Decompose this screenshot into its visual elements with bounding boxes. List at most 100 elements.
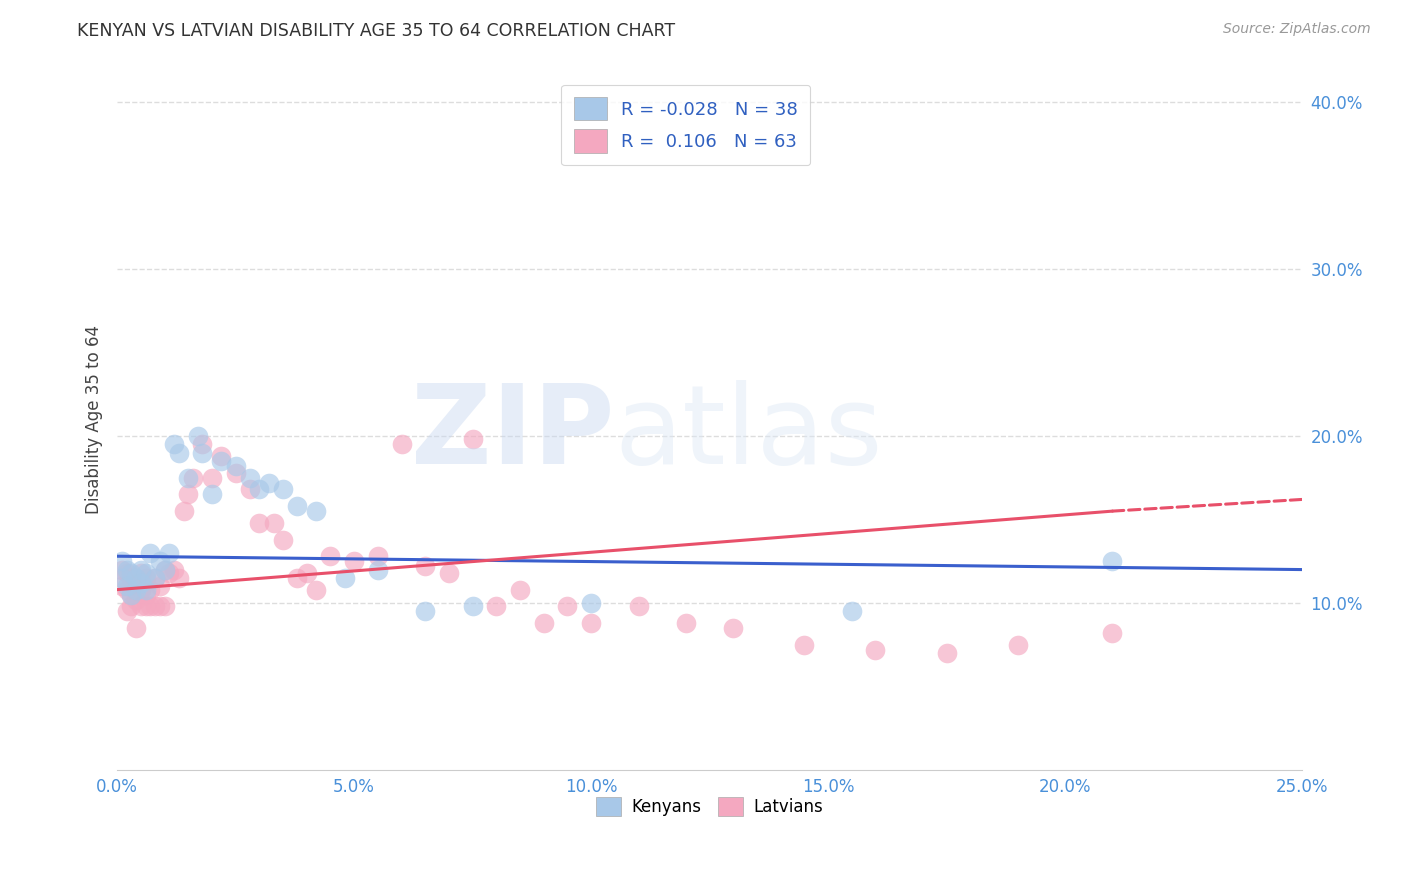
Point	[437, 566, 460, 580]
Text: Source: ZipAtlas.com: Source: ZipAtlas.com	[1223, 22, 1371, 37]
Point	[263, 516, 285, 530]
Point	[367, 563, 389, 577]
Point	[153, 563, 176, 577]
Point	[139, 582, 162, 597]
Point	[139, 546, 162, 560]
Point	[120, 588, 142, 602]
Point	[157, 546, 180, 560]
Point	[177, 487, 200, 501]
Point	[120, 571, 142, 585]
Point	[129, 582, 152, 597]
Point	[177, 471, 200, 485]
Point	[153, 563, 176, 577]
Point	[173, 504, 195, 518]
Point	[111, 563, 134, 577]
Point	[143, 571, 166, 585]
Point	[129, 563, 152, 577]
Point	[135, 599, 157, 614]
Point	[533, 615, 555, 630]
Point	[163, 437, 186, 451]
Point	[129, 566, 152, 580]
Point	[211, 449, 233, 463]
Point	[579, 615, 602, 630]
Point	[129, 599, 152, 614]
Point	[167, 445, 190, 459]
Point	[111, 571, 134, 585]
Point	[1101, 554, 1123, 568]
Point	[187, 429, 209, 443]
Point	[115, 582, 138, 597]
Point	[191, 445, 214, 459]
Point	[225, 458, 247, 473]
Point	[125, 571, 148, 585]
Point	[305, 504, 328, 518]
Point	[135, 582, 157, 597]
Point	[120, 588, 142, 602]
Point	[841, 604, 863, 618]
Point	[135, 566, 157, 580]
Point	[125, 576, 148, 591]
Point	[865, 642, 887, 657]
Point	[153, 599, 176, 614]
Point	[149, 579, 172, 593]
Point	[579, 596, 602, 610]
Point	[793, 638, 815, 652]
Point	[120, 566, 142, 580]
Point	[413, 604, 436, 618]
Text: ZIP: ZIP	[412, 380, 614, 487]
Point	[333, 571, 356, 585]
Point	[129, 576, 152, 591]
Point	[343, 554, 366, 568]
Point	[125, 592, 148, 607]
Point	[247, 516, 270, 530]
Point	[367, 549, 389, 564]
Point	[239, 483, 262, 497]
Point	[247, 483, 270, 497]
Point	[319, 549, 342, 564]
Point	[135, 571, 157, 585]
Point	[285, 571, 308, 585]
Point	[675, 615, 697, 630]
Point	[181, 471, 204, 485]
Point	[157, 566, 180, 580]
Point	[271, 483, 294, 497]
Point	[163, 563, 186, 577]
Point	[143, 571, 166, 585]
Point	[111, 554, 134, 568]
Point	[391, 437, 413, 451]
Point	[295, 566, 318, 580]
Point	[627, 599, 650, 614]
Point	[115, 563, 138, 577]
Point	[271, 533, 294, 547]
Point	[125, 621, 148, 635]
Point	[1007, 638, 1029, 652]
Point	[557, 599, 579, 614]
Point	[935, 646, 957, 660]
Point	[461, 432, 484, 446]
Point	[191, 437, 214, 451]
Point	[139, 599, 162, 614]
Legend: Kenyans, Latvians: Kenyans, Latvians	[588, 789, 831, 825]
Text: atlas: atlas	[614, 380, 883, 487]
Point	[143, 599, 166, 614]
Point	[201, 487, 224, 501]
Point	[305, 582, 328, 597]
Point	[120, 599, 142, 614]
Text: KENYAN VS LATVIAN DISABILITY AGE 35 TO 64 CORRELATION CHART: KENYAN VS LATVIAN DISABILITY AGE 35 TO 6…	[77, 22, 675, 40]
Point	[135, 588, 157, 602]
Point	[257, 475, 280, 490]
Point	[461, 599, 484, 614]
Y-axis label: Disability Age 35 to 64: Disability Age 35 to 64	[86, 325, 103, 514]
Point	[149, 554, 172, 568]
Point	[115, 604, 138, 618]
Point	[201, 471, 224, 485]
Point	[211, 454, 233, 468]
Point	[115, 579, 138, 593]
Point	[485, 599, 508, 614]
Point	[509, 582, 531, 597]
Point	[413, 559, 436, 574]
Point	[225, 466, 247, 480]
Point	[115, 566, 138, 580]
Point	[149, 599, 172, 614]
Point	[239, 471, 262, 485]
